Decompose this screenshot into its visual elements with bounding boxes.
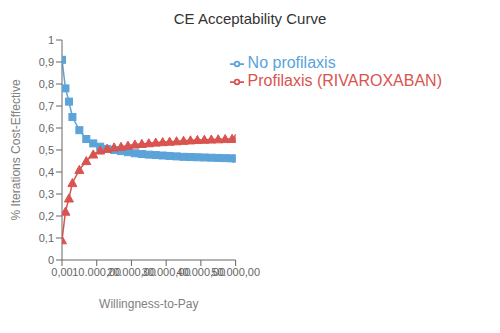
svg-text:40.000,00: 40.000,00 — [176, 265, 226, 278]
svg-text:30.000,00: 30.000,00 — [141, 265, 191, 278]
svg-text:10.000,00: 10.000,00 — [72, 265, 122, 278]
svg-text:0,7: 0,7 — [39, 100, 54, 112]
svg-text:% Iterations Cost-Effective: % Iterations Cost-Effective — [9, 79, 23, 220]
svg-text:Willingness-to-Pay: Willingness-to-Pay — [99, 297, 198, 311]
svg-text:0,6: 0,6 — [39, 122, 54, 134]
svg-text:0,5: 0,5 — [39, 144, 54, 156]
svg-text:50.000,00: 50.000,00 — [211, 266, 260, 278]
html-text:No profilaxis: No profilaxis — [247, 54, 336, 71]
svg-text:0: 0 — [48, 254, 54, 266]
html-text:Profilaxis (RIVAROXABAN): Profilaxis (RIVAROXABAN) — [247, 72, 442, 89]
svg-text:0,9: 0,9 — [39, 56, 54, 68]
svg-text:0,1: 0,1 — [39, 232, 54, 244]
svg-text:20.000,00: 20.000,00 — [107, 265, 156, 278]
html-text:CE Acceptability Curve: CE Acceptability Curve — [173, 10, 327, 27]
svg-text:0,4: 0,4 — [39, 166, 54, 178]
svg-text:0,00: 0,00 — [51, 266, 72, 278]
svg-text:0,2: 0,2 — [39, 210, 54, 222]
svg-text:0,8: 0,8 — [39, 78, 54, 90]
svg-text:0,3: 0,3 — [39, 188, 54, 200]
svg-text:1: 1 — [48, 34, 54, 46]
